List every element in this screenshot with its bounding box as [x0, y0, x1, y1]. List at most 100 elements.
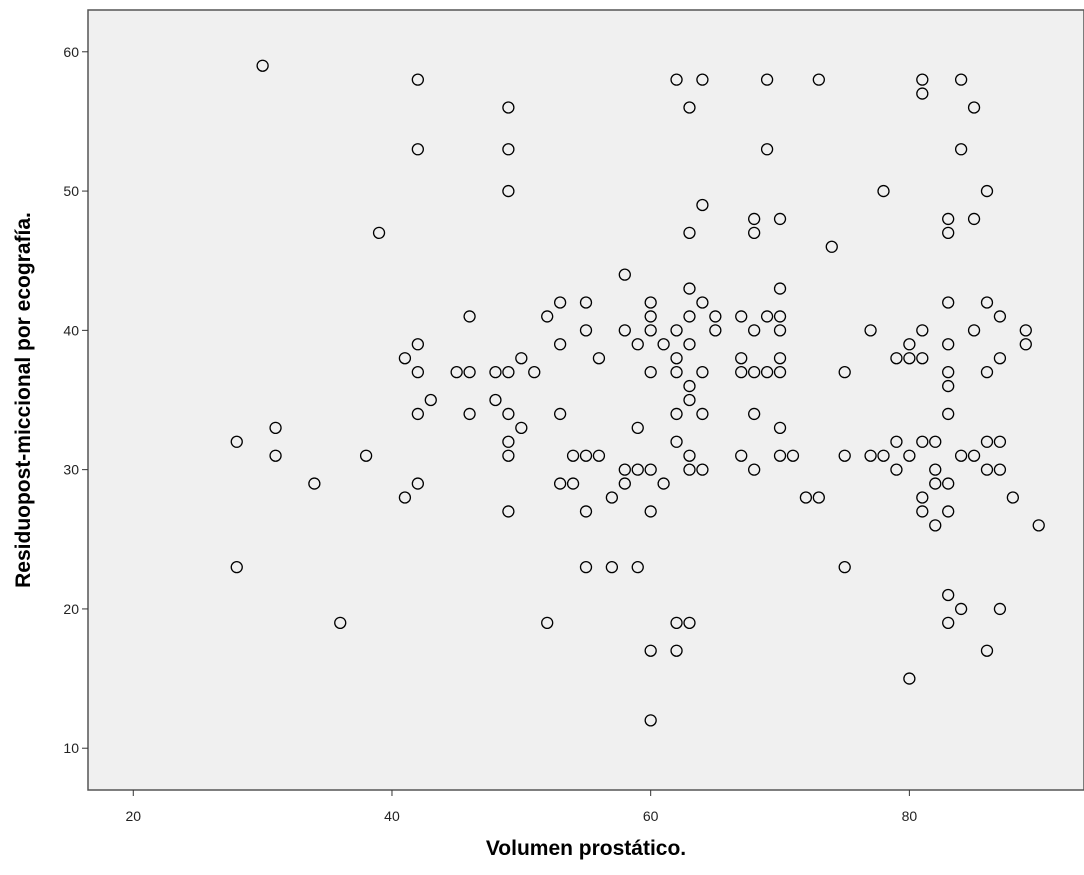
data-point — [942, 212, 955, 226]
y-tick-label: 40 — [63, 322, 79, 338]
data-point — [579, 560, 593, 574]
data-point — [864, 449, 877, 462]
data-point — [916, 435, 929, 448]
data-point — [683, 226, 696, 240]
data-point — [670, 435, 683, 448]
data-point — [411, 338, 424, 351]
data-point — [954, 73, 968, 86]
data-point — [502, 407, 515, 421]
data-point — [670, 407, 683, 421]
data-point — [877, 184, 890, 198]
data-point — [631, 338, 644, 351]
data-point — [644, 324, 657, 337]
data-point — [502, 449, 515, 462]
data-point — [838, 449, 851, 462]
data-point — [269, 421, 282, 435]
data-point — [916, 73, 929, 86]
data-point — [502, 143, 515, 156]
y-tick-label: 10 — [63, 740, 79, 756]
data-point — [515, 352, 528, 365]
data-point — [579, 324, 593, 337]
data-point — [993, 435, 1007, 448]
data-points — [230, 59, 1045, 727]
data-point — [916, 352, 929, 365]
data-point — [528, 365, 541, 379]
data-point — [942, 407, 955, 421]
data-point — [644, 463, 657, 476]
data-point — [683, 101, 696, 114]
data-point — [735, 365, 748, 379]
data-point — [230, 435, 243, 448]
data-point — [1006, 491, 1020, 504]
data-point — [735, 352, 748, 365]
data-point — [709, 310, 722, 323]
data-point — [748, 365, 761, 379]
data-point — [916, 491, 929, 504]
data-point — [903, 449, 916, 462]
data-point — [954, 143, 968, 156]
data-point — [799, 491, 813, 504]
data-point — [773, 212, 787, 226]
data-point — [748, 324, 761, 337]
data-point — [773, 449, 787, 462]
data-point — [605, 560, 619, 574]
data-point — [683, 282, 696, 295]
data-point — [696, 198, 709, 212]
data-point — [359, 449, 373, 462]
data-point — [890, 435, 903, 448]
data-point — [967, 101, 981, 114]
data-point — [592, 449, 606, 462]
y-tick-label: 50 — [63, 183, 79, 199]
data-point — [696, 296, 709, 309]
x-axis: 20 40 60 80 — [125, 790, 917, 824]
data-point — [670, 365, 683, 379]
data-point — [618, 477, 631, 490]
data-point — [980, 184, 994, 198]
y-axis: 10 20 30 40 50 60 — [63, 44, 88, 756]
data-point — [670, 352, 683, 365]
data-point — [1032, 519, 1045, 532]
data-point — [683, 616, 696, 630]
data-point — [748, 463, 761, 476]
data-point — [916, 505, 929, 518]
data-point — [942, 616, 955, 630]
data-point — [942, 588, 955, 602]
data-point — [696, 365, 709, 379]
data-point — [773, 324, 787, 337]
data-point — [424, 393, 437, 407]
data-point — [463, 407, 476, 421]
data-point — [942, 505, 955, 518]
data-point — [411, 73, 424, 86]
data-point — [541, 616, 554, 630]
plot-area — [87, 9, 1084, 791]
data-point — [903, 338, 916, 351]
data-point — [760, 73, 774, 86]
data-point — [748, 407, 761, 421]
data-point — [980, 463, 994, 476]
data-point — [954, 602, 968, 616]
data-point — [838, 560, 851, 574]
data-point — [748, 212, 761, 226]
data-point — [760, 143, 774, 156]
data-point — [890, 463, 903, 476]
data-point — [903, 672, 916, 685]
data-point — [967, 212, 981, 226]
data-point — [398, 352, 412, 365]
data-point — [670, 616, 683, 630]
data-point — [773, 352, 787, 365]
data-point — [670, 644, 683, 657]
data-point — [489, 393, 502, 407]
data-point — [502, 184, 515, 198]
data-point — [683, 393, 696, 407]
data-point — [993, 352, 1007, 365]
data-point — [411, 477, 424, 490]
x-tick-label: 20 — [125, 808, 141, 824]
data-point — [657, 338, 670, 351]
data-point — [954, 449, 968, 462]
data-point — [683, 310, 696, 323]
data-point — [644, 296, 657, 309]
data-point — [657, 477, 670, 490]
data-point — [903, 352, 916, 365]
data-point — [502, 365, 515, 379]
data-point — [463, 310, 476, 323]
